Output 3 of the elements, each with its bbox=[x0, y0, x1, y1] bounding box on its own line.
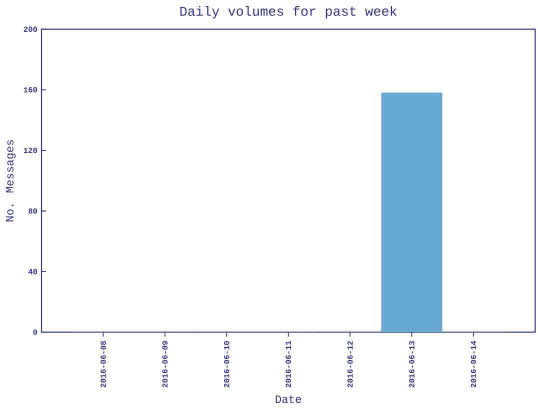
x-axis-title: Date bbox=[276, 395, 302, 404]
chart-title: Daily volumes for past week bbox=[180, 6, 397, 19]
y-axis-title: No. Messages bbox=[6, 140, 16, 222]
